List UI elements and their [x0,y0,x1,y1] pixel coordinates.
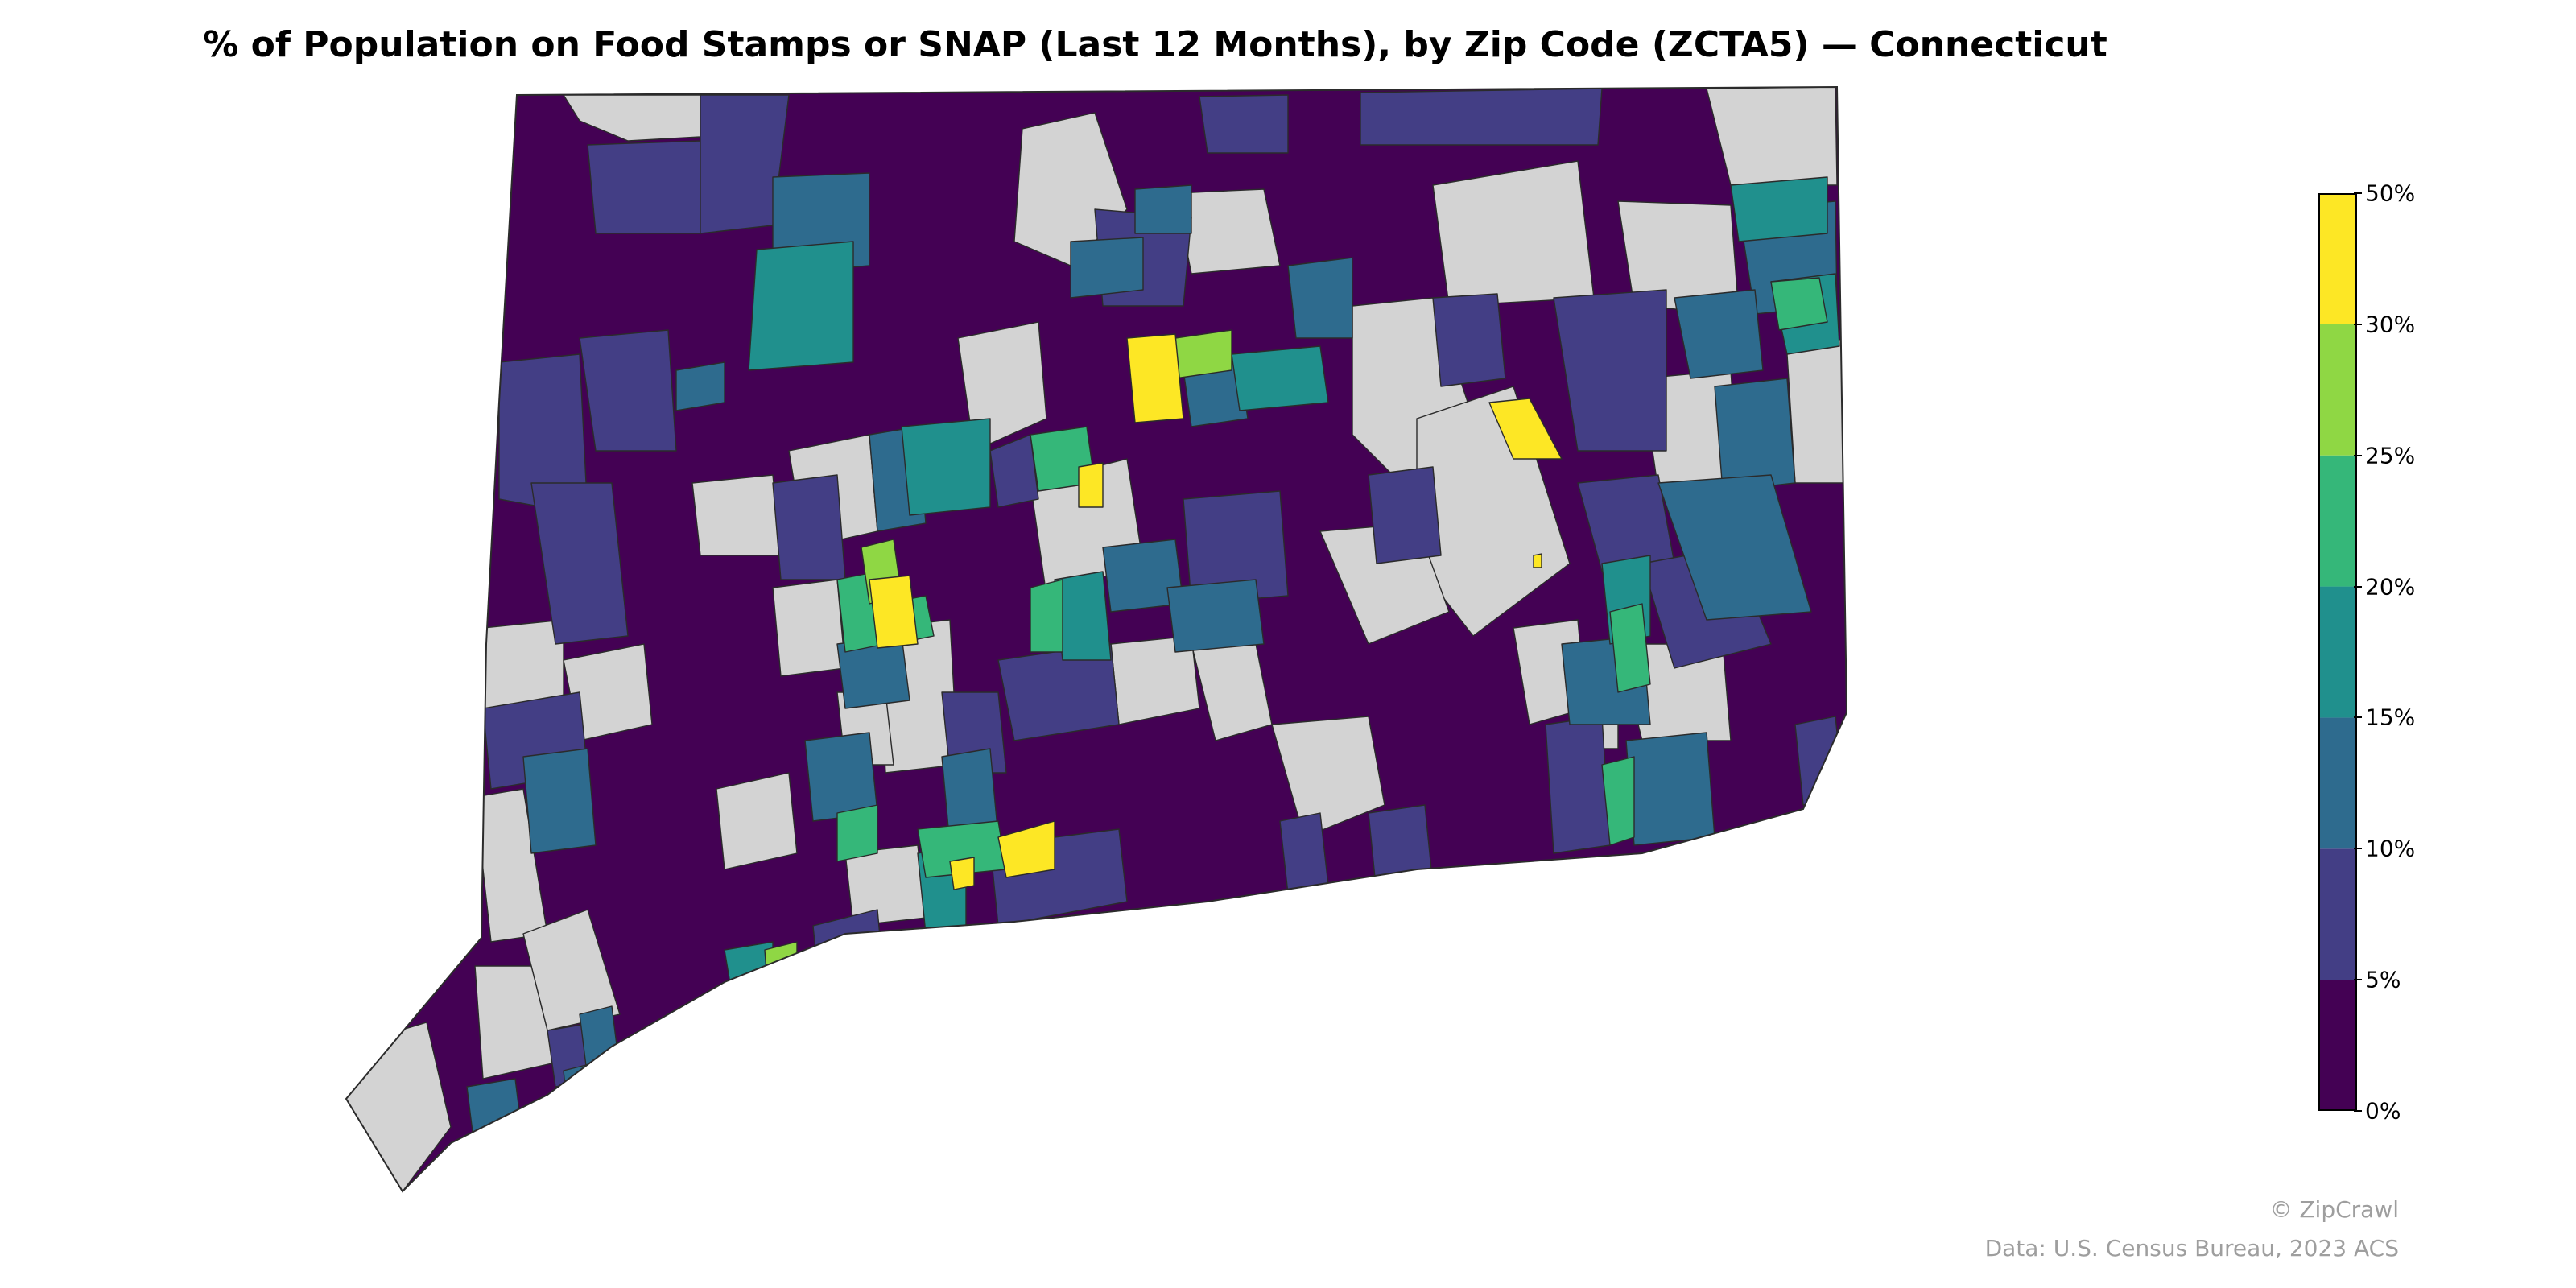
colorbar-bin [2319,980,2356,1111]
zip-area-20-25 [836,804,878,862]
colorbar-bin [2319,717,2356,849]
zip-area-nodata [716,772,798,870]
colorbar-bin [2319,586,2356,718]
zip-area-10-15 [466,1078,524,1152]
colorbar-tick-mark [2354,323,2362,325]
colorbar-tick-mark [2354,848,2362,850]
map-title: % of Population on Food Stamps or SNAP (… [203,24,2107,65]
zip-area-5-10 [1368,804,1434,894]
zip-area-nodata [1432,160,1595,307]
zip-area-10-15 [1070,237,1144,299]
colorbar-tick-label: 10% [2365,835,2416,862]
zip-area-20-25 [1030,579,1063,653]
zip-area-5-10 [1199,94,1289,154]
zip-area-30-50 [1488,398,1563,460]
zip-area-5-10 [1360,88,1603,146]
colorbar-bin [2319,324,2356,456]
colorbar: 0% 5% 10% 15% 20% 25% 30% 50% [2318,180,2479,1125]
zip-area-10-15 [1287,257,1353,339]
colorbar-tick-mark [2354,716,2362,719]
colorbar-tick-label: 15% [2365,704,2416,731]
zip-area-nodata [1271,716,1385,838]
zip-area-5-10 [1279,812,1329,894]
zip-area-10-15 [1134,184,1192,234]
zip-area-10-15 [1166,579,1265,653]
colorbar-tick-label: 20% [2365,573,2416,601]
zip-area-5-10 [1553,289,1667,452]
zip-area-5-10 [1545,716,1611,854]
colorbar-tick-mark [2354,979,2362,981]
zip-area-nodata [957,321,1047,452]
colorbar-bin [2319,455,2356,587]
colorbar-tick-label: 0% [2365,1097,2401,1125]
zip-area-30-50 [772,977,798,1027]
zip-area-nodata [772,579,846,677]
zip-area-20-25 [1609,603,1651,693]
zip-area-15-20 [901,418,991,516]
source-text: Data: U.S. Census Bureau, 2023 ACS [1984,1235,2399,1261]
zip-area-5-10 [772,474,846,580]
zip-area-5-10 [530,482,629,645]
zip-area-10-15 [1657,474,1812,621]
zip-area-20-25 [1601,756,1635,846]
zip-area-15-20 [1231,345,1329,411]
colorbar-tick-mark [2354,192,2362,194]
colorbar-tick-label: 5% [2365,966,2401,993]
colorbar-frame [2318,193,2357,1111]
zip-area-30-50 [1126,333,1184,423]
colorbar-tick-mark [2354,454,2362,456]
zip-area-20-25 [1770,277,1828,331]
zip-area-5-10 [1183,490,1289,605]
colorbar-tick-mark [2354,585,2362,588]
zip-area-10-15 [788,965,854,1039]
zip-area-10-15 [1674,289,1764,379]
zip-area-5-10 [1368,466,1442,564]
zip-area-30-50 [997,820,1055,878]
colorbar-bin [2319,193,2356,324]
zip-area-5-10 [812,909,886,1007]
zip-area-5-10 [579,329,677,452]
zip-area-5-10 [1432,293,1506,387]
zip-area-nodata [563,94,709,142]
connecticut-choropleth-map [345,85,1848,1193]
zip-area-30-50 [1533,553,1542,568]
zip-area-15-20 [748,241,854,371]
colorbar-scale [2318,193,2357,1111]
colorbar-bin [2319,848,2356,980]
zip-area-nodata [691,474,782,556]
zip-area-20-25 [732,981,774,1047]
zip-area-5-10 [989,434,1039,508]
zip-area-10-15 [1714,378,1796,492]
zip-area-30-50 [869,575,919,649]
colorbar-tick-label: 50% [2365,180,2416,207]
zip-area-5-10 [1794,716,1844,806]
zip-area-10-15 [675,361,725,411]
state-outline [345,85,1848,1193]
zip-code-areas [346,87,1847,1191]
zip-area-30-50 [1078,462,1104,508]
colorbar-tick-label: 25% [2365,442,2416,469]
credit-text: © ZipCrawl [2269,1196,2399,1223]
zip-area-5-10 [587,140,701,234]
zip-area-30-50 [949,857,975,890]
zip-area-10-15 [1625,732,1715,846]
zip-area-15-20 [1730,176,1828,242]
colorbar-tick-label: 30% [2365,311,2416,338]
zip-area-25-30 [764,941,798,1007]
colorbar-tick-mark [2354,1110,2362,1112]
zip-area-nodata [1786,337,1847,484]
zip-area-25-30 [1174,329,1232,379]
zip-area-10-15 [522,748,597,854]
